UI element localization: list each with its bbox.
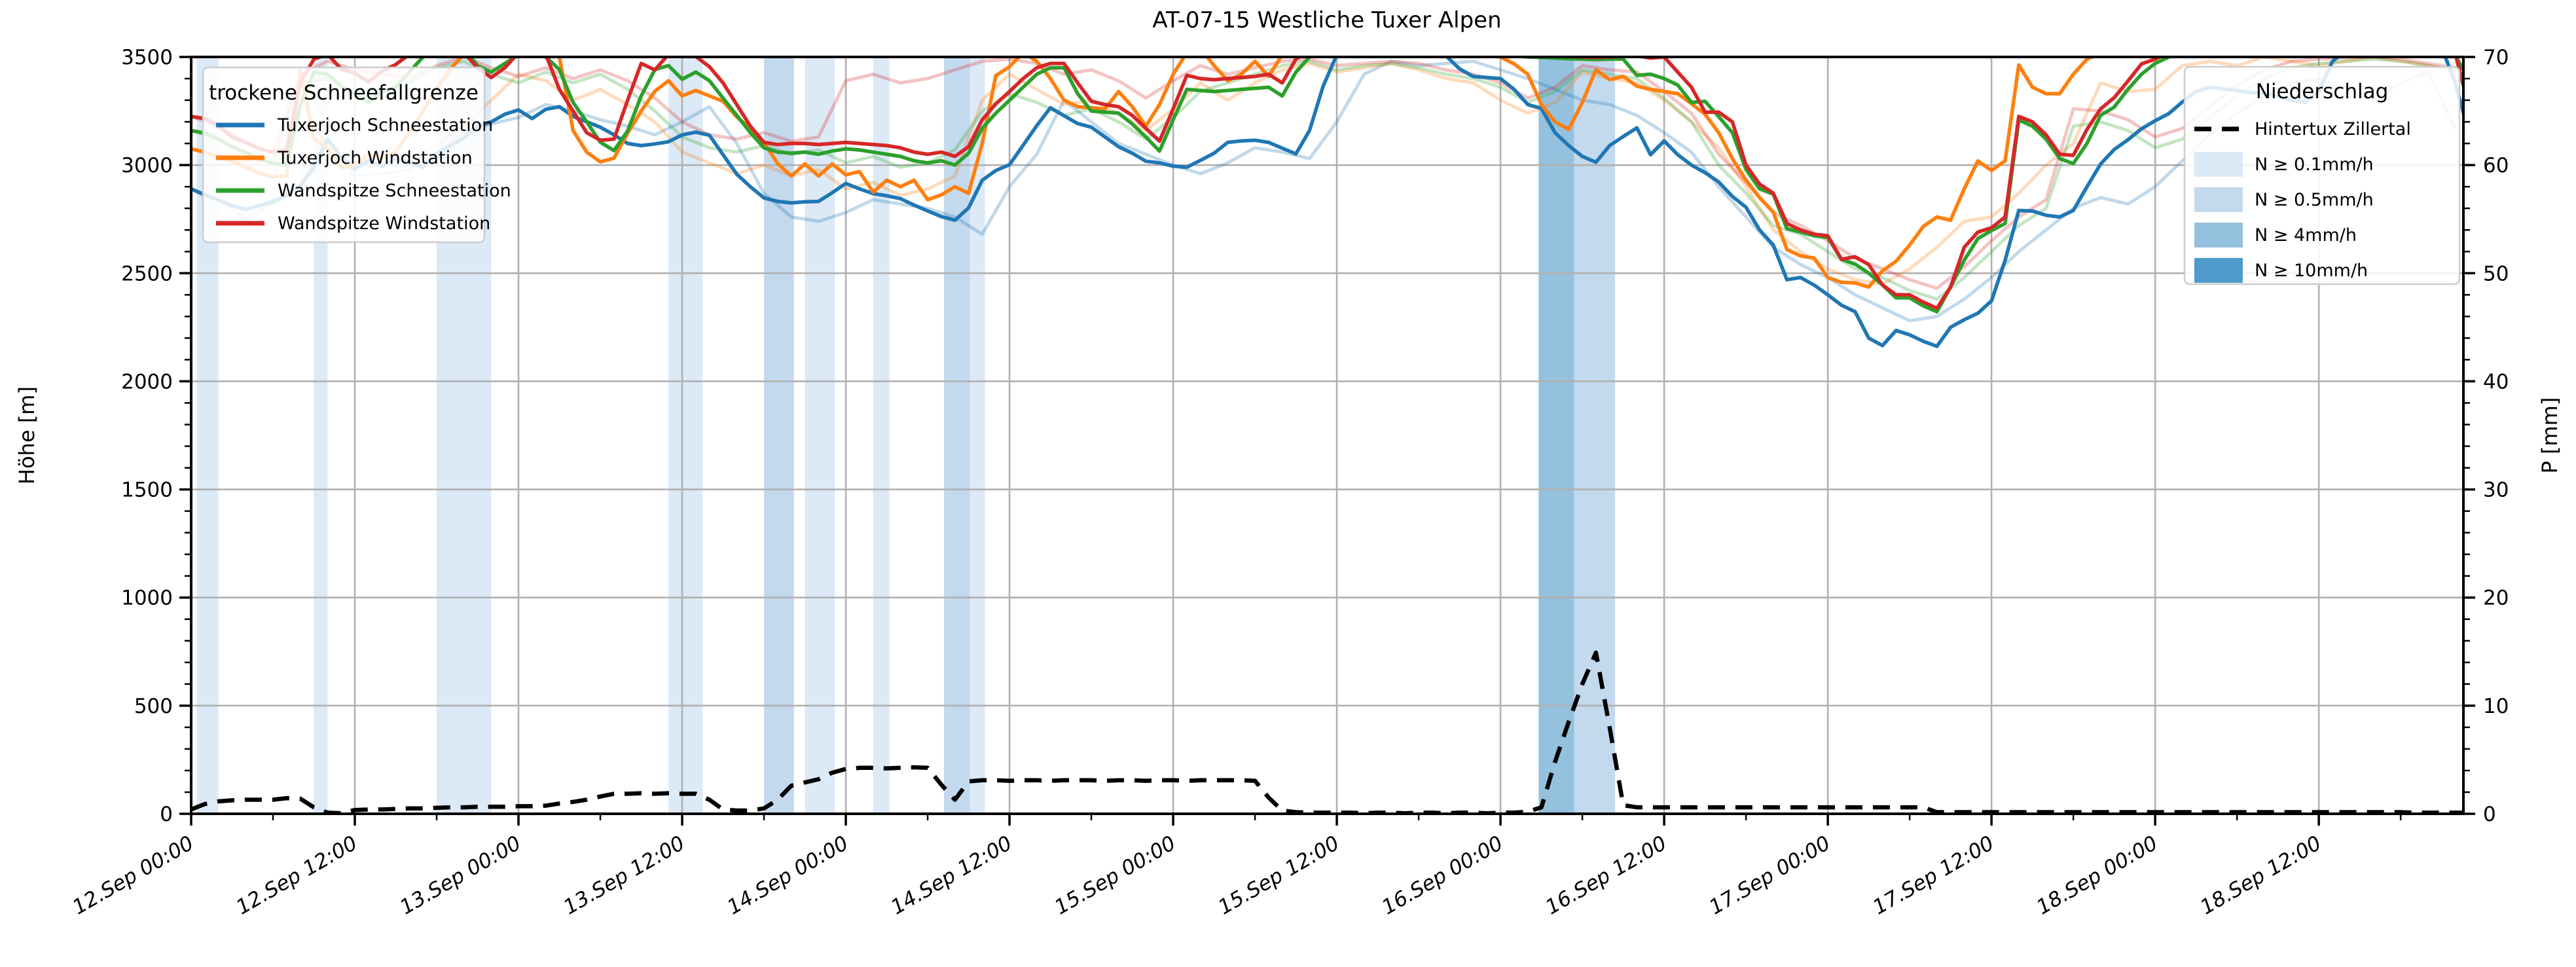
precip-band-0.1 [805,57,835,814]
y-tick-label-right: 0 [2483,803,2496,826]
x-tick-label: 12.Sep 00:00 [69,831,198,920]
legend-precip-box [2183,65,2461,285]
legend-snowline-box [202,66,486,244]
axes-spines [190,56,2465,815]
legend-label-band-05: N ≥ 0.5mm/h [2255,190,2374,210]
x-tick-label: 15.Sep 00:00 [1051,831,1180,920]
x-tick-label: 16.Sep 12:00 [1542,831,1671,920]
legend-snowline: trockene Schneefallgrenze Tuxerjoch Schn… [202,66,511,244]
precip-band-0.1 [668,57,703,814]
legend-swatch-band-01 [2194,152,2243,177]
precipitation-bands [196,57,1616,814]
x-tick-label: 15.Sep 12:00 [1214,831,1343,920]
legend-label-wandspitze-schneestation: Wandspitze Schneestation [278,181,511,201]
x-tick-label: 14.Sep 12:00 [887,831,1016,920]
series-line-wandspitze-schneestation-roh- [191,57,2457,301]
y-tick-label-right: 50 [2483,262,2509,285]
y-tick-label-right: 20 [2483,587,2509,610]
precip-band-0.5 [764,57,794,814]
y-tick-label-left: 3500 [121,46,173,69]
precip-band-0.1 [873,57,890,814]
x-tick-label: 16.Sep 00:00 [1378,831,1507,920]
legend-label-band-10: N ≥ 10mm/h [2255,261,2368,281]
y-tick-label-left: 500 [134,695,173,718]
y-tick-label-left: 1500 [121,479,173,502]
y-tick-label-left: 2500 [121,262,173,285]
legend-swatch-band-05 [2194,187,2243,212]
y-tick-label-right: 70 [2483,46,2509,69]
legend-label-tuxerjoch-windstation: Tuxerjoch Windstation [277,148,473,168]
x-tick-label: 13.Sep 12:00 [560,831,689,920]
legend-label-band-01: N ≥ 0.1mm/h [2255,155,2374,175]
precip-band-0.5 [1574,57,1616,814]
series-line-wandspitze-schneestation [191,57,2463,314]
precip-band-4 [1538,57,1574,814]
y-tick-label-right: 60 [2483,154,2509,177]
legend-swatch-band-4 [2194,223,2243,247]
y-tick-label-right: 40 [2483,370,2509,393]
x-tick-label: 18.Sep 00:00 [2033,831,2162,920]
y-tick-label-left: 3000 [121,154,173,177]
chart-title: AT-07-15 Westliche Tuxer Alpen [1152,7,1501,33]
legend-snowline-title: trockene Schneefallgrenze [209,81,479,105]
legend-label-band-4: N ≥ 4mm/h [2255,225,2357,246]
x-tick-label: 17.Sep 12:00 [1869,831,1998,920]
y-tick-label-left: 0 [160,803,173,826]
y-tick-label-right: 30 [2483,479,2509,502]
legend-precip: Niederschlag Hintertux Zillertal N ≥ 0.1… [2183,65,2461,285]
series-line-wandspitze-windstation-roh- [191,57,2457,290]
legend-swatch-band-10 [2194,258,2243,283]
y-axis-label-left: Höhe [m] [14,386,39,484]
precip-band-0.1 [970,57,985,814]
series-line-wandspitze-windstation [191,57,2463,310]
y-tick-label-right: 10 [2483,695,2509,718]
y-tick-label-left: 2000 [121,370,173,393]
x-tick-label: 18.Sep 12:00 [2196,831,2325,920]
x-tick-label: 14.Sep 00:00 [723,831,852,920]
precip-band-0.1 [314,57,328,814]
y-tick-label-left: 1000 [121,587,173,610]
x-tick-label: 12.Sep 12:00 [232,831,361,920]
x-tick-label: 13.Sep 00:00 [396,831,525,920]
x-tick-label: 17.Sep 00:00 [1705,831,1834,920]
legend-label-tuxerjoch-schneestation: Tuxerjoch Schneestation [277,115,493,136]
legend-label-wandspitze-windstation: Wandspitze Windstation [278,213,490,234]
plot-area [191,57,2463,814]
precip-band-0.5 [944,57,970,814]
legend-precip-title: Niederschlag [2256,80,2389,103]
legend-label-hintertux: Hintertux Zillertal [2255,119,2411,139]
y-axis-label-right: P [mm] [2537,397,2562,474]
